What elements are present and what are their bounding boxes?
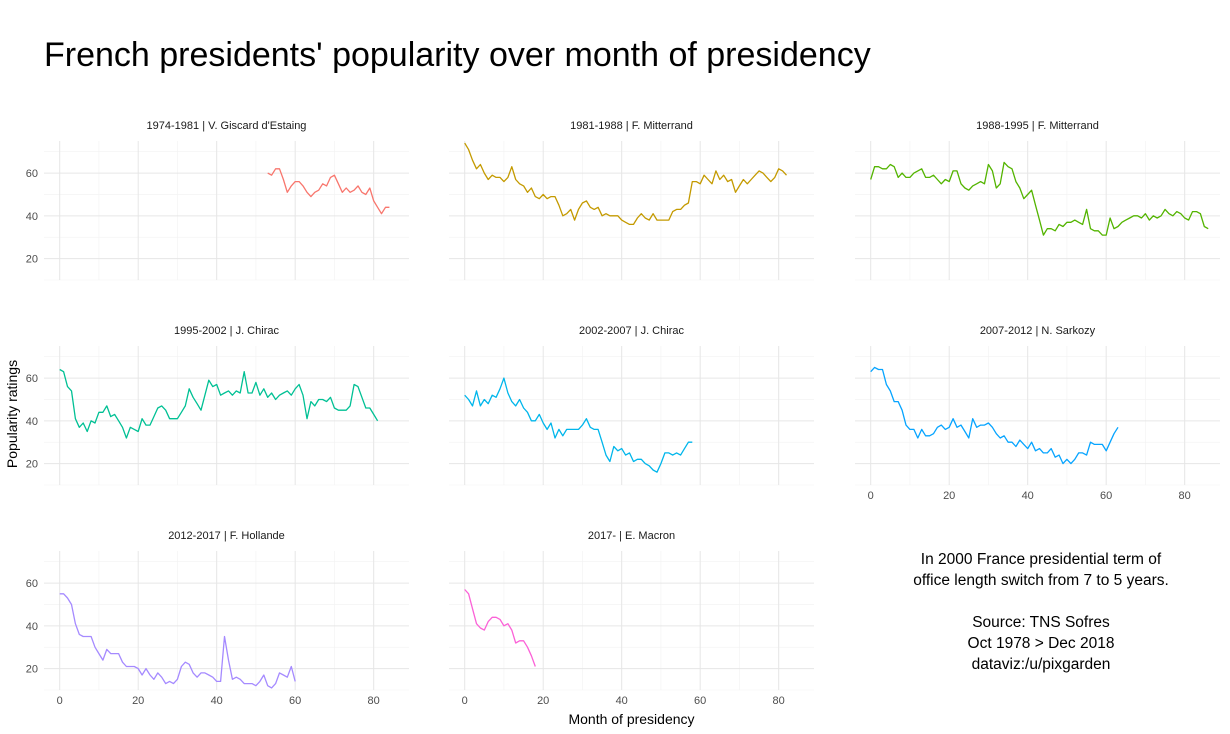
panel-label: 1995-2002 | J. Chirac [174, 325, 279, 337]
x-tick-label: 80 [773, 695, 785, 707]
x-tick-label: 20 [537, 695, 549, 707]
panel-label: 1974-1981 | V. Giscard d'Estaing [147, 120, 307, 132]
y-tick-label: 40 [26, 211, 38, 223]
x-tick-label: 0 [868, 490, 874, 502]
x-tick-label: 20 [132, 695, 144, 707]
x-axis-title: Month of presidency [568, 711, 694, 727]
y-tick-label: 60 [26, 373, 38, 385]
panel-label: 2012-2017 | F. Hollande [168, 530, 285, 542]
x-tick-label: 20 [943, 490, 955, 502]
chart-panel: 2002-2007 | J. Chirac [449, 325, 814, 486]
y-tick-label: 20 [26, 254, 38, 266]
y-tick-label: 20 [26, 664, 38, 676]
x-tick-label: 60 [289, 695, 301, 707]
series-line [59, 593, 296, 689]
chart-title: French presidents' popularity over month… [44, 36, 871, 74]
x-tick-label: 80 [368, 695, 380, 707]
series-line [59, 368, 379, 439]
y-axis-title: Popularity ratings [4, 360, 20, 468]
panel-label: 2002-2007 | J. Chirac [579, 325, 684, 337]
series-line [464, 377, 693, 473]
chart-panel: 2007-2012 | N. Sarkozy 0 20 40 60 80 [855, 325, 1220, 502]
annotation-line: In 2000 France presidential term of [920, 551, 1162, 568]
series-line [870, 366, 1119, 465]
chart-panel: 1995-2002 | J. Chirac 20 40 60 [26, 325, 409, 486]
series-line [464, 142, 787, 226]
x-tick-label: 60 [1100, 490, 1112, 502]
series-line [267, 168, 390, 215]
x-tick-label: 0 [462, 695, 468, 707]
chart-panel: 1974-1981 | V. Giscard d'Estaing 20 40 60 [26, 120, 409, 281]
panel-label: 1988-1995 | F. Mitterrand [976, 120, 1099, 132]
y-tick-label: 40 [26, 416, 38, 428]
y-tick-label: 40 [26, 621, 38, 633]
annotation-line [856, 591, 1226, 612]
x-tick-label: 40 [1022, 490, 1034, 502]
panel-label: 1981-1988 | F. Mitterrand [570, 120, 693, 132]
x-tick-label: 80 [1179, 490, 1191, 502]
chart-panel: 2012-2017 | F. Hollande 20 40 60 0 20 40 60 80 [26, 530, 409, 707]
annotation-source: Source: TNS Sofres [972, 614, 1110, 631]
annotation-period: Oct 1978 > Dec 2018 [967, 635, 1115, 652]
chart-panel: 2017- | E. Macron 0 20 40 60 80 [449, 530, 814, 707]
x-tick-label: 40 [211, 695, 223, 707]
series-line [464, 589, 536, 667]
x-tick-label: 60 [694, 695, 706, 707]
panel-label: 2017- | E. Macron [588, 530, 675, 542]
y-tick-label: 60 [26, 168, 38, 180]
panel-label: 2007-2012 | N. Sarkozy [980, 325, 1096, 337]
annotation-line: office length switch from 7 to 5 years. [913, 572, 1169, 589]
chart-panel: 1981-1988 | F. Mitterrand [449, 120, 814, 281]
x-tick-label: 40 [616, 695, 628, 707]
annotation-credit: dataviz:/u/pixgarden [971, 656, 1111, 673]
y-tick-label: 60 [26, 578, 38, 590]
chart-panel: 1988-1995 | F. Mitterrand [855, 120, 1220, 281]
x-tick-label: 0 [57, 695, 63, 707]
series-line [870, 161, 1209, 236]
y-tick-label: 20 [26, 459, 38, 471]
chart-annotation: In 2000 France presidential term of offi… [856, 549, 1226, 675]
